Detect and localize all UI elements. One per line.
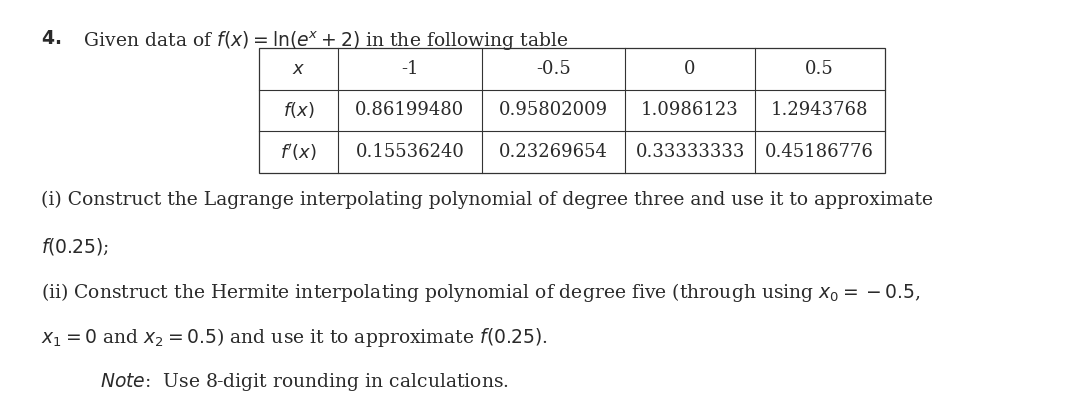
- Text: 1.2943768: 1.2943768: [771, 101, 868, 119]
- Text: -1: -1: [401, 60, 419, 78]
- Text: (i) Construct the Lagrange interpolating polynomial of degree three and use it t: (i) Construct the Lagrange interpolating…: [41, 191, 933, 209]
- Text: 1.0986123: 1.0986123: [642, 101, 739, 119]
- Text: 0.95802009: 0.95802009: [499, 101, 608, 119]
- Bar: [259, 48, 885, 173]
- Text: $x$: $x$: [292, 60, 306, 78]
- Text: $x_1 = 0$ and $x_2 = 0.5$) and use it to approximate $f(0.25)$.: $x_1 = 0$ and $x_2 = 0.5$) and use it to…: [41, 326, 548, 349]
- Text: Given data of $f(x) = \ln(e^x + 2)$ in the following table: Given data of $f(x) = \ln(e^x + 2)$ in t…: [78, 30, 568, 53]
- Text: 0.33333333: 0.33333333: [635, 143, 745, 161]
- Text: -0.5: -0.5: [536, 60, 571, 78]
- Text: $f(0.25)$;: $f(0.25)$;: [41, 236, 109, 257]
- Text: $\mathit{Note}$:  Use 8-digit rounding in calculations.: $\mathit{Note}$: Use 8-digit rounding in…: [100, 371, 510, 393]
- Text: 0.5: 0.5: [806, 60, 834, 78]
- Text: 0: 0: [685, 60, 696, 78]
- Text: 0.23269654: 0.23269654: [499, 143, 608, 161]
- Text: $f(x)$: $f(x)$: [283, 100, 314, 121]
- Text: 0.86199480: 0.86199480: [355, 101, 464, 119]
- Text: 0.15536240: 0.15536240: [355, 143, 464, 161]
- Text: $f'(x)$: $f'(x)$: [280, 142, 318, 163]
- Text: $\mathbf{4.}$: $\mathbf{4.}$: [41, 30, 62, 48]
- Text: 0.45186776: 0.45186776: [766, 143, 874, 161]
- Text: (ii) Construct the Hermite interpolating polynomial of degree five (through usin: (ii) Construct the Hermite interpolating…: [41, 281, 921, 304]
